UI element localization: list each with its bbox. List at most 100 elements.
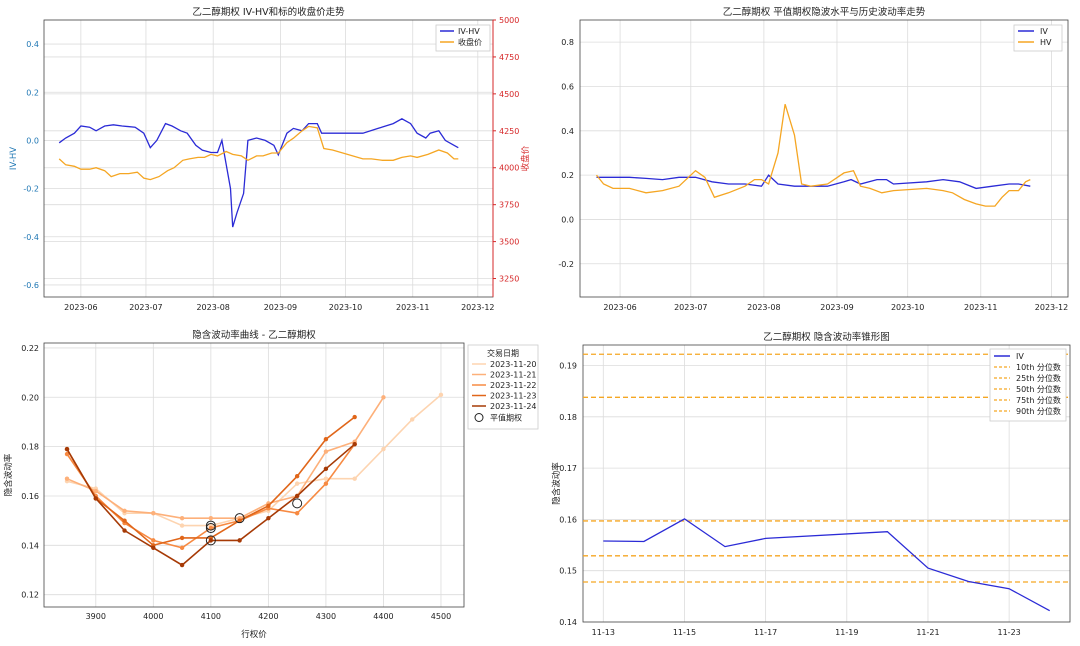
ytick-right-label: 4500 — [499, 90, 519, 99]
legend-box — [435, 24, 491, 52]
ytick-label: 0.19 — [559, 362, 577, 371]
chart-atm-iv-vs-hv: 0.8 0.6 0.4 0.2 0.0 -0.2 2023-06 2023-07 2023-08… — [558, 6, 1069, 312]
legend-atm-swatch — [474, 413, 484, 422]
ytick-left-label: -0.4 — [23, 233, 39, 242]
xtick-label: 4500 — [431, 612, 451, 621]
xtick-label: 11-23 — [998, 628, 1021, 637]
ytick-label: 0.16 — [21, 492, 39, 501]
ytick-label: 0.20 — [21, 393, 39, 402]
xtick-label: 2023-10 — [329, 303, 362, 312]
xtick-label: 2023-07 — [674, 303, 707, 312]
xtick-label: 2023-07 — [129, 303, 162, 312]
series-point — [179, 515, 185, 521]
ytick-label: 0.4 — [561, 127, 574, 136]
legend-label: HV — [1040, 38, 1052, 47]
legend-label: 10th 分位数 — [1016, 362, 1061, 372]
ytick-label: 0.2 — [561, 171, 574, 180]
ytick-right-label: 4750 — [499, 53, 519, 62]
legend-label: 2023-11-23 — [490, 392, 537, 401]
series-point — [93, 496, 98, 501]
series-point — [352, 476, 357, 481]
series-line-close-price — [58, 125, 459, 181]
ytick-label: 0.6 — [561, 82, 574, 91]
chart-iv-cone: 0.14 0.15 0.16 0.17 0.18 0.19 11-13 11-15 11-17 1… — [551, 331, 1071, 637]
xtick-label: 2023-08 — [196, 303, 229, 312]
series-line-iv — [603, 518, 1051, 612]
series-point — [294, 474, 300, 479]
xtick-label: 11-13 — [592, 628, 615, 637]
series-point — [122, 518, 127, 523]
legend-label: 平值期权 — [490, 413, 522, 423]
chart-iv-hv-price: 0.4 0.2 0.0 -0.2 -0.4 -0.6 5000 4750 4500 4250 400… — [9, 6, 531, 312]
legend-title: 交易日期 — [487, 348, 519, 358]
plot-frame — [43, 19, 494, 298]
ytick-label: 0.15 — [559, 567, 577, 576]
series-line-2023-11-21 — [66, 396, 385, 520]
xtick-label: 11-21 — [916, 628, 939, 637]
ytick-right-label: 3250 — [499, 275, 519, 284]
series-point — [208, 525, 214, 531]
legend-label: 2023-11-20 — [490, 360, 537, 369]
y-axis-label: 隐含波动率 — [3, 453, 14, 496]
y-axis-label-left: IV-HV — [9, 147, 19, 170]
series-point — [294, 493, 300, 499]
xtick-label: 2023-09 — [264, 303, 297, 312]
legend-label: IV — [1040, 27, 1048, 36]
atm-marker — [205, 520, 216, 531]
series-point — [151, 511, 156, 516]
xtick-label: 3900 — [86, 612, 106, 621]
series-point — [208, 538, 214, 543]
series-point — [438, 392, 444, 398]
atm-marker — [292, 498, 303, 509]
legend-label: 2023-11-24 — [490, 402, 537, 411]
chart-title: 乙二醇期权 IV-HV和标的收盘价走势 — [192, 6, 345, 18]
xtick-label: 2023-06 — [603, 303, 636, 312]
xtick-label: 11-19 — [835, 628, 858, 637]
ytick-left-label: -0.2 — [23, 185, 39, 194]
ytick-right-label: 4250 — [499, 127, 519, 136]
legend-label: 2023-11-22 — [490, 381, 537, 390]
ytick-label: 0.18 — [559, 413, 577, 422]
ytick-label: 0.17 — [559, 464, 577, 473]
xtick-label: 2023-09 — [820, 303, 853, 312]
series-point — [151, 538, 156, 543]
series-point — [323, 437, 329, 442]
series-line-iv-hv — [58, 118, 459, 228]
xtick-label: 2023-10 — [891, 303, 924, 312]
xtick-label: 4200 — [258, 612, 278, 621]
ytick-left-label: 0.2 — [26, 88, 39, 97]
series-point — [64, 451, 70, 457]
series-point — [179, 523, 185, 528]
x-axis-label: 行权价 — [241, 629, 267, 640]
legend-label: 90th 分位数 — [1016, 406, 1061, 416]
legend-label: 收盘价 — [458, 37, 482, 47]
ytick-left-label: 0.0 — [26, 136, 39, 145]
legend-label: IV-HV — [458, 27, 480, 36]
ytick-label: 0.18 — [21, 443, 39, 452]
ytick-right-label: 4000 — [499, 164, 519, 173]
series-point — [352, 414, 357, 420]
legend-label: 25th 分位数 — [1016, 373, 1061, 383]
y-axis-label: 隐含波动率 — [551, 462, 562, 505]
xtick-label: 11-17 — [754, 628, 777, 637]
chart-title: 隐含波动率曲线 - 乙二醇期权 — [192, 329, 316, 341]
series-point — [381, 446, 386, 452]
ytick-label: 0.16 — [559, 515, 577, 524]
plot-frame — [579, 19, 1069, 298]
plot-frame — [43, 342, 465, 608]
ytick-right-label: 3750 — [499, 201, 519, 210]
series-point — [323, 466, 329, 472]
series-point — [64, 446, 70, 452]
legend-label: 75th 分位数 — [1016, 395, 1061, 405]
atm-marker — [205, 523, 216, 534]
ytick-label: -0.2 — [558, 260, 574, 269]
series-point — [64, 476, 70, 481]
ytick-label: 0.12 — [21, 591, 39, 600]
series-point — [352, 441, 357, 447]
plot-frame — [582, 344, 1071, 623]
ytick-label: 0.14 — [21, 541, 39, 550]
xtick-label: 2023-06 — [64, 303, 97, 312]
xtick-label: 2023-12 — [461, 303, 494, 312]
xtick-label: 2023-08 — [747, 303, 780, 312]
